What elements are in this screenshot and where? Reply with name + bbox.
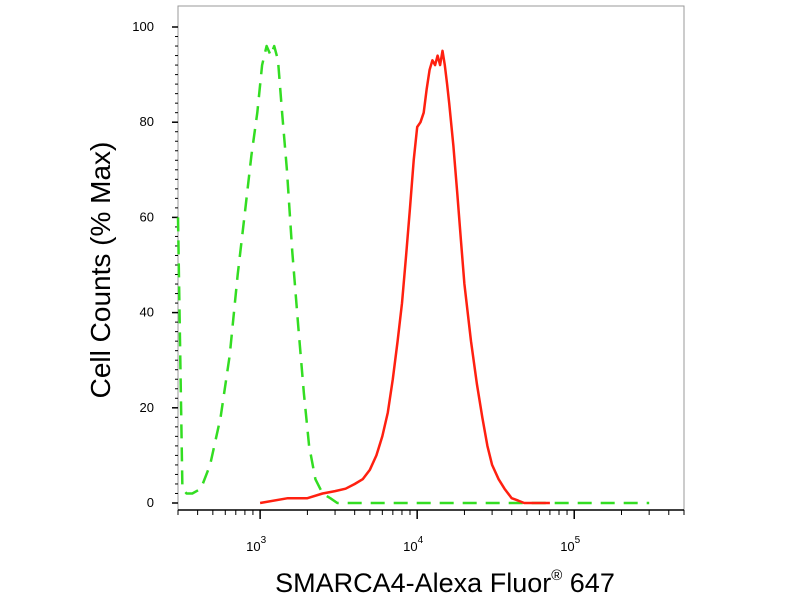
plot-frame [177, 5, 685, 511]
series-line-control [176, 44, 650, 505]
x-axis-ticks: 103 104 105 [177, 510, 685, 554]
x-tick-label: 105 [560, 535, 580, 554]
x-tick-label-base: 10 [403, 539, 417, 554]
x-axis-title-main: SMARCA4-Alexa Fluor [275, 568, 551, 598]
y-tick-label: 80 [140, 114, 154, 129]
y-tick-label: 100 [132, 19, 154, 34]
y-axis-ticks: 0 20 40 60 80 100 [132, 19, 178, 510]
x-tick-label-exponent: 5 [575, 535, 581, 546]
y-tick-label: 60 [140, 209, 154, 224]
y-axis-title: Cell Counts (% Max) [85, 142, 116, 399]
y-tick-label: 20 [140, 400, 154, 415]
x-tick-label-base: 10 [246, 539, 260, 554]
x-axis-title-suffix: 647 [562, 568, 615, 598]
x-tick-label: 104 [403, 535, 423, 554]
x-tick-label: 103 [246, 535, 266, 554]
x-tick-label-base: 10 [560, 539, 574, 554]
series-line-sample [259, 49, 550, 505]
series-layer [176, 44, 650, 505]
x-axis-title-superscript: ® [551, 567, 562, 584]
x-tick-label-exponent: 3 [261, 535, 267, 546]
y-tick-label: 40 [140, 305, 154, 320]
x-tick-label-exponent: 4 [418, 535, 424, 546]
x-axis-title: SMARCA4-Alexa Fluor® 647 [275, 567, 615, 598]
y-tick-label: 0 [147, 495, 154, 510]
